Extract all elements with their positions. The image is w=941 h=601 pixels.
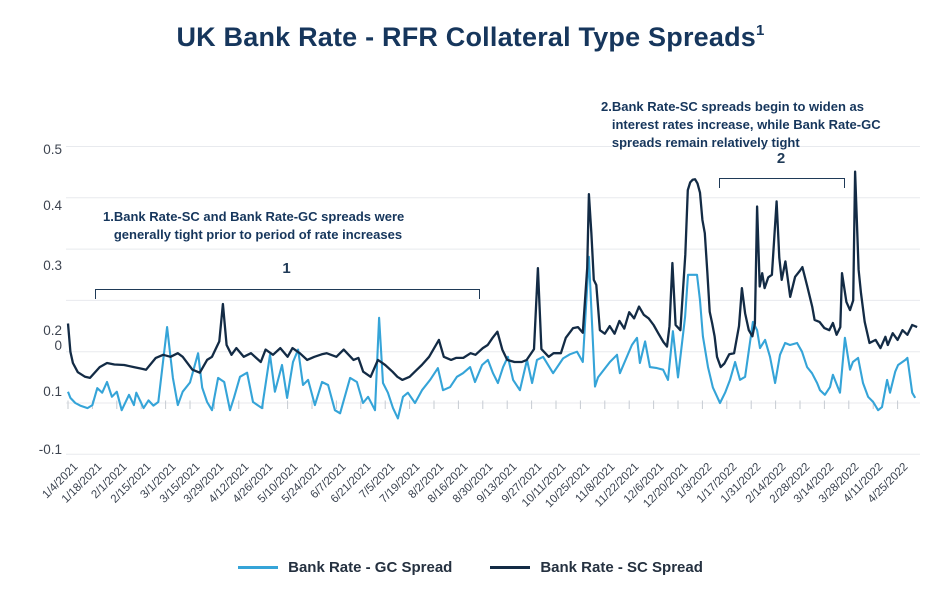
bracket-1-label: 1 bbox=[282, 260, 291, 277]
series-line-sc bbox=[66, 170, 918, 382]
gc-line-swatch-icon bbox=[238, 566, 279, 569]
y-tick-label: 0.5 bbox=[43, 142, 62, 157]
bracket-2 bbox=[719, 178, 845, 188]
y-tick-label: 0.1 bbox=[43, 384, 62, 399]
y-tick-label: 0.2 bbox=[43, 323, 62, 338]
legend-item-sc-spread: Bank Rate - SC Spread bbox=[490, 559, 703, 576]
legend-label-sc: Bank Rate - SC Spread bbox=[540, 559, 703, 576]
y-tick-label: 0.3 bbox=[43, 258, 62, 273]
title-text: UK Bank Rate - RFR Collateral Type Sprea… bbox=[176, 22, 756, 52]
annotation-2-text: Bank Rate-SC spreads begin to widen as i… bbox=[611, 99, 881, 150]
page-title: UK Bank Rate - RFR Collateral Type Sprea… bbox=[0, 22, 941, 53]
series-line-gc bbox=[67, 255, 917, 420]
annotation-1-number: 1. bbox=[103, 209, 114, 224]
legend-item-gc-spread: Bank Rate - GC Spread bbox=[238, 559, 452, 576]
annotation-2-number: 2. bbox=[601, 99, 612, 114]
legend: Bank Rate - GC Spread Bank Rate - SC Spr… bbox=[0, 559, 941, 576]
y-tick-label: -0.1 bbox=[38, 442, 62, 457]
y-tick-label: 0 bbox=[54, 338, 62, 353]
bracket-1 bbox=[95, 289, 480, 299]
sc-line-swatch-icon bbox=[490, 566, 531, 569]
annotation-1-text: Bank Rate-SC and Bank Rate-GC spreads we… bbox=[113, 209, 405, 242]
annotation-1: 1. Bank Rate-SC and Bank Rate-GC spreads… bbox=[103, 208, 483, 244]
legend-label-gc: Bank Rate - GC Spread bbox=[288, 559, 453, 576]
y-tick-label: 0.4 bbox=[43, 198, 62, 213]
annotation-2: 2. Bank Rate-SC spreads begin to widen a… bbox=[601, 98, 936, 152]
title-superscript: 1 bbox=[756, 22, 765, 39]
bracket-2-label: 2 bbox=[776, 150, 786, 167]
